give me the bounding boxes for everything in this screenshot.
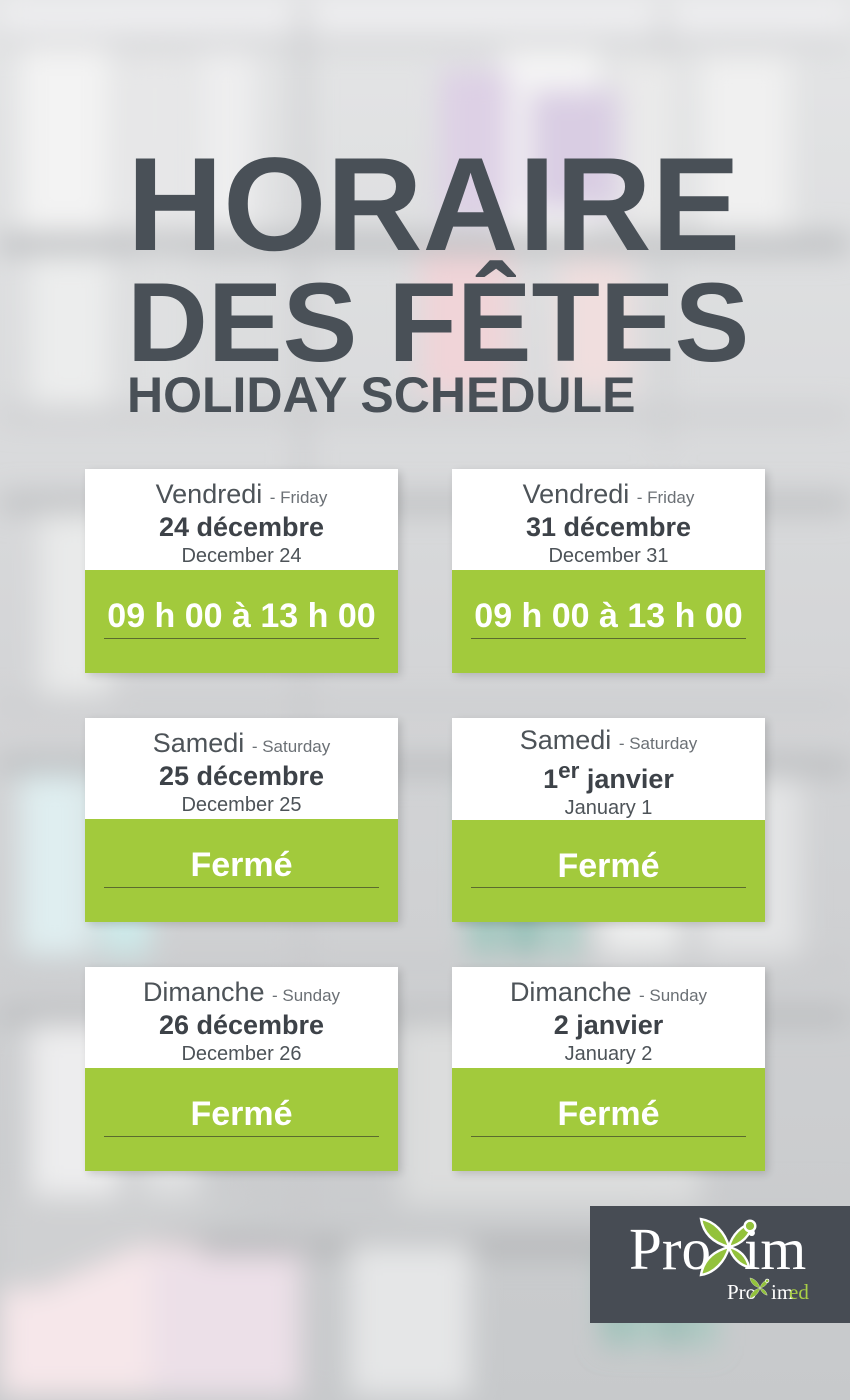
- svg-text:ed: ed: [789, 1280, 809, 1304]
- svg-text:Pro: Pro: [629, 1216, 711, 1282]
- svg-text:im: im: [744, 1216, 806, 1282]
- svg-text:Pro: Pro: [727, 1280, 756, 1304]
